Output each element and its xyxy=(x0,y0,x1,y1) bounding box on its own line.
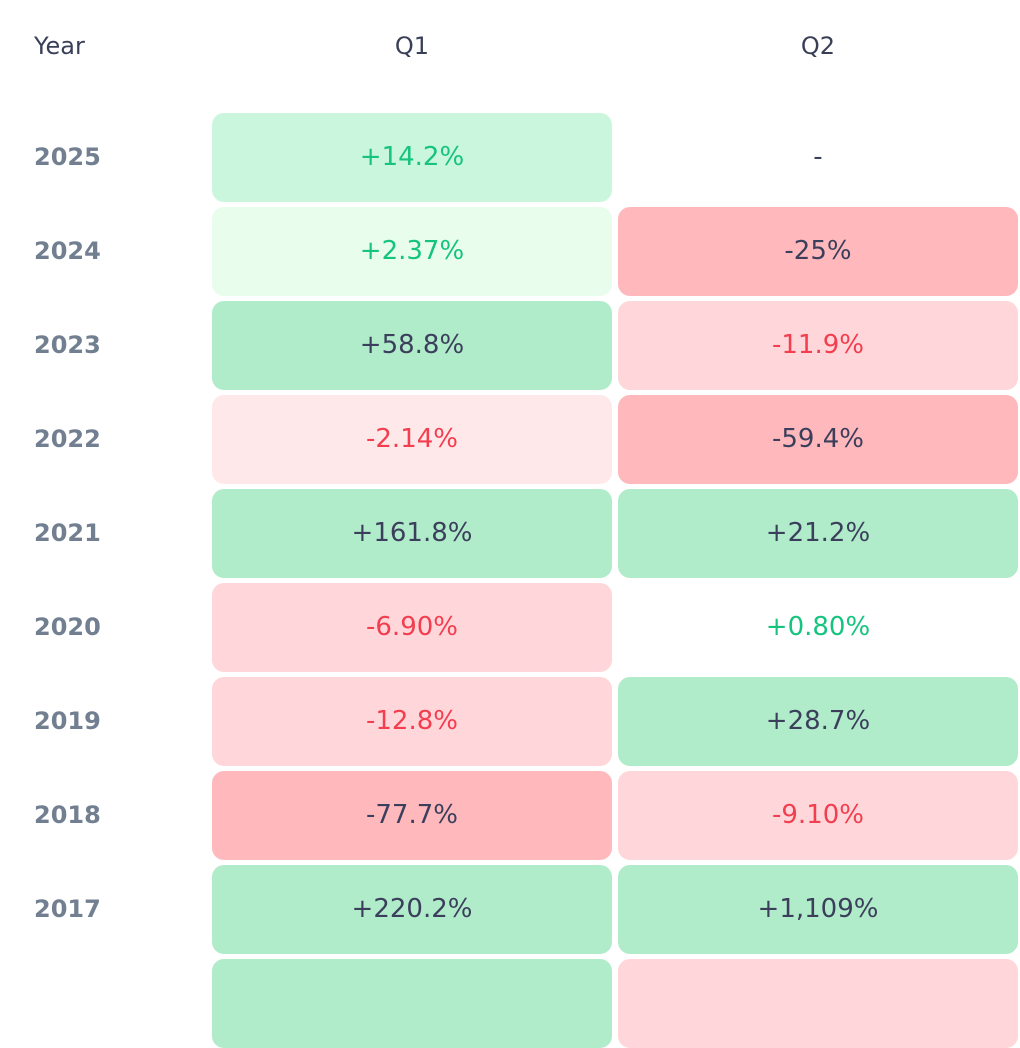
q2-return-cell: -9.10% xyxy=(618,771,1018,860)
table-row: 2022 -2.14% -59.4% xyxy=(0,395,1020,484)
q2-return-cell: +28.7% xyxy=(618,677,1018,766)
q2-return-cell xyxy=(618,959,1018,1048)
q1-return-cell: +2.37% xyxy=(212,207,612,296)
table-row: 2025 +14.2% - xyxy=(0,113,1020,202)
q1-return-cell: +14.2% xyxy=(212,113,612,202)
table-row: 2023 +58.8% -11.9% xyxy=(0,301,1020,390)
q1-return-cell: -6.90% xyxy=(212,583,612,672)
column-header-q1: Q1 xyxy=(394,32,430,60)
column-header-q2: Q2 xyxy=(800,32,836,60)
year-label: 2021 xyxy=(34,519,101,547)
table-row: 2017 +220.2% +1,109% xyxy=(0,865,1020,954)
column-header-year: Year xyxy=(34,32,85,60)
q2-return-cell: +21.2% xyxy=(618,489,1018,578)
table-row: 2024 +2.37% -25% xyxy=(0,207,1020,296)
q1-return-cell xyxy=(212,959,612,1048)
q1-return-cell: +58.8% xyxy=(212,301,612,390)
q2-return-cell: - xyxy=(813,142,823,172)
year-label: 2022 xyxy=(34,425,101,453)
year-label: 2025 xyxy=(34,143,101,171)
year-label: 2019 xyxy=(34,707,101,735)
year-label: 2017 xyxy=(34,895,101,923)
year-label: 2024 xyxy=(34,237,101,265)
q1-return-cell: -2.14% xyxy=(212,395,612,484)
table-row: 2020 -6.90% +0.80% xyxy=(0,583,1020,672)
year-label: 2023 xyxy=(34,331,101,359)
table-row: 2018 -77.7% -9.10% xyxy=(0,771,1020,860)
q2-return-cell: +1,109% xyxy=(618,865,1018,954)
q2-return-cell: +0.80% xyxy=(765,612,871,642)
q2-return-cell: -25% xyxy=(618,207,1018,296)
q2-return-cell: -11.9% xyxy=(618,301,1018,390)
table-row: 2019 -12.8% +28.7% xyxy=(0,677,1020,766)
q1-return-cell: -77.7% xyxy=(212,771,612,860)
q1-return-cell: +220.2% xyxy=(212,865,612,954)
q2-return-cell: -59.4% xyxy=(618,395,1018,484)
q1-return-cell: +161.8% xyxy=(212,489,612,578)
table-row: 2021 +161.8% +21.2% xyxy=(0,489,1020,578)
q1-return-cell: -12.8% xyxy=(212,677,612,766)
year-label: 2018 xyxy=(34,801,101,829)
year-label: 2020 xyxy=(34,613,101,641)
table-row xyxy=(0,959,1020,1048)
